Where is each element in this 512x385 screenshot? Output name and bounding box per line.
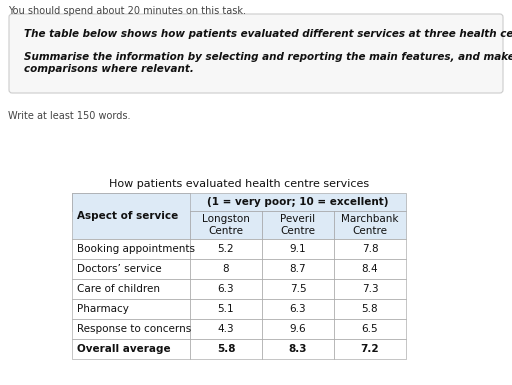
Bar xyxy=(72,319,190,339)
Bar xyxy=(72,259,190,279)
FancyBboxPatch shape xyxy=(9,14,503,93)
Text: 8.3: 8.3 xyxy=(289,344,307,354)
Bar xyxy=(262,211,334,239)
Bar xyxy=(334,299,406,319)
Bar xyxy=(262,339,334,359)
Bar xyxy=(262,239,334,259)
Bar xyxy=(334,259,406,279)
Text: 7.5: 7.5 xyxy=(290,284,306,294)
Text: 7.3: 7.3 xyxy=(361,284,378,294)
Text: How patients evaluated health centre services: How patients evaluated health centre ser… xyxy=(109,179,369,189)
Text: Write at least 150 words.: Write at least 150 words. xyxy=(8,111,131,121)
Text: Aspect of service: Aspect of service xyxy=(77,211,178,221)
Text: 8.7: 8.7 xyxy=(290,264,306,274)
Text: You should spend about 20 minutes on this task.: You should spend about 20 minutes on thi… xyxy=(8,6,246,16)
Text: Peveril
Centre: Peveril Centre xyxy=(281,214,315,236)
Text: Booking appointments: Booking appointments xyxy=(77,244,195,254)
Text: 6.3: 6.3 xyxy=(218,284,234,294)
Text: 5.1: 5.1 xyxy=(218,304,234,314)
Text: 7.8: 7.8 xyxy=(361,244,378,254)
Bar xyxy=(72,193,406,211)
Text: Longston
Centre: Longston Centre xyxy=(202,214,250,236)
Text: Doctors’ service: Doctors’ service xyxy=(77,264,162,274)
Text: Response to concerns: Response to concerns xyxy=(77,324,191,334)
Text: Overall average: Overall average xyxy=(77,344,170,354)
Bar xyxy=(262,319,334,339)
Text: The table below shows how patients evaluated different services at three health : The table below shows how patients evalu… xyxy=(24,29,512,39)
Text: 7.2: 7.2 xyxy=(360,344,379,354)
Bar xyxy=(334,319,406,339)
Bar xyxy=(190,299,262,319)
Text: (1 = very poor; 10 = excellent): (1 = very poor; 10 = excellent) xyxy=(207,197,389,207)
Bar xyxy=(72,239,190,259)
Bar xyxy=(334,239,406,259)
Text: 9.1: 9.1 xyxy=(290,244,306,254)
Text: 5.2: 5.2 xyxy=(218,244,234,254)
Text: Care of children: Care of children xyxy=(77,284,160,294)
Text: 5.8: 5.8 xyxy=(361,304,378,314)
Bar xyxy=(334,279,406,299)
Bar xyxy=(72,279,190,299)
Bar xyxy=(190,211,262,239)
Bar xyxy=(190,339,262,359)
Text: Marchbank
Centre: Marchbank Centre xyxy=(342,214,399,236)
Bar xyxy=(262,279,334,299)
Text: 5.8: 5.8 xyxy=(217,344,235,354)
Text: 4.3: 4.3 xyxy=(218,324,234,334)
Text: 6.5: 6.5 xyxy=(361,324,378,334)
Bar xyxy=(72,193,190,239)
Text: 8: 8 xyxy=(223,264,229,274)
Bar xyxy=(334,211,406,239)
Bar xyxy=(72,299,190,319)
Bar xyxy=(72,339,190,359)
Bar xyxy=(190,279,262,299)
Bar xyxy=(190,319,262,339)
Bar xyxy=(262,259,334,279)
Bar xyxy=(262,299,334,319)
Text: Pharmacy: Pharmacy xyxy=(77,304,129,314)
Bar xyxy=(190,239,262,259)
Bar xyxy=(190,259,262,279)
Text: 6.3: 6.3 xyxy=(290,304,306,314)
Bar xyxy=(334,339,406,359)
Text: Summarise the information by selecting and reporting the main features, and make: Summarise the information by selecting a… xyxy=(24,52,512,74)
Text: 9.6: 9.6 xyxy=(290,324,306,334)
Text: 8.4: 8.4 xyxy=(361,264,378,274)
